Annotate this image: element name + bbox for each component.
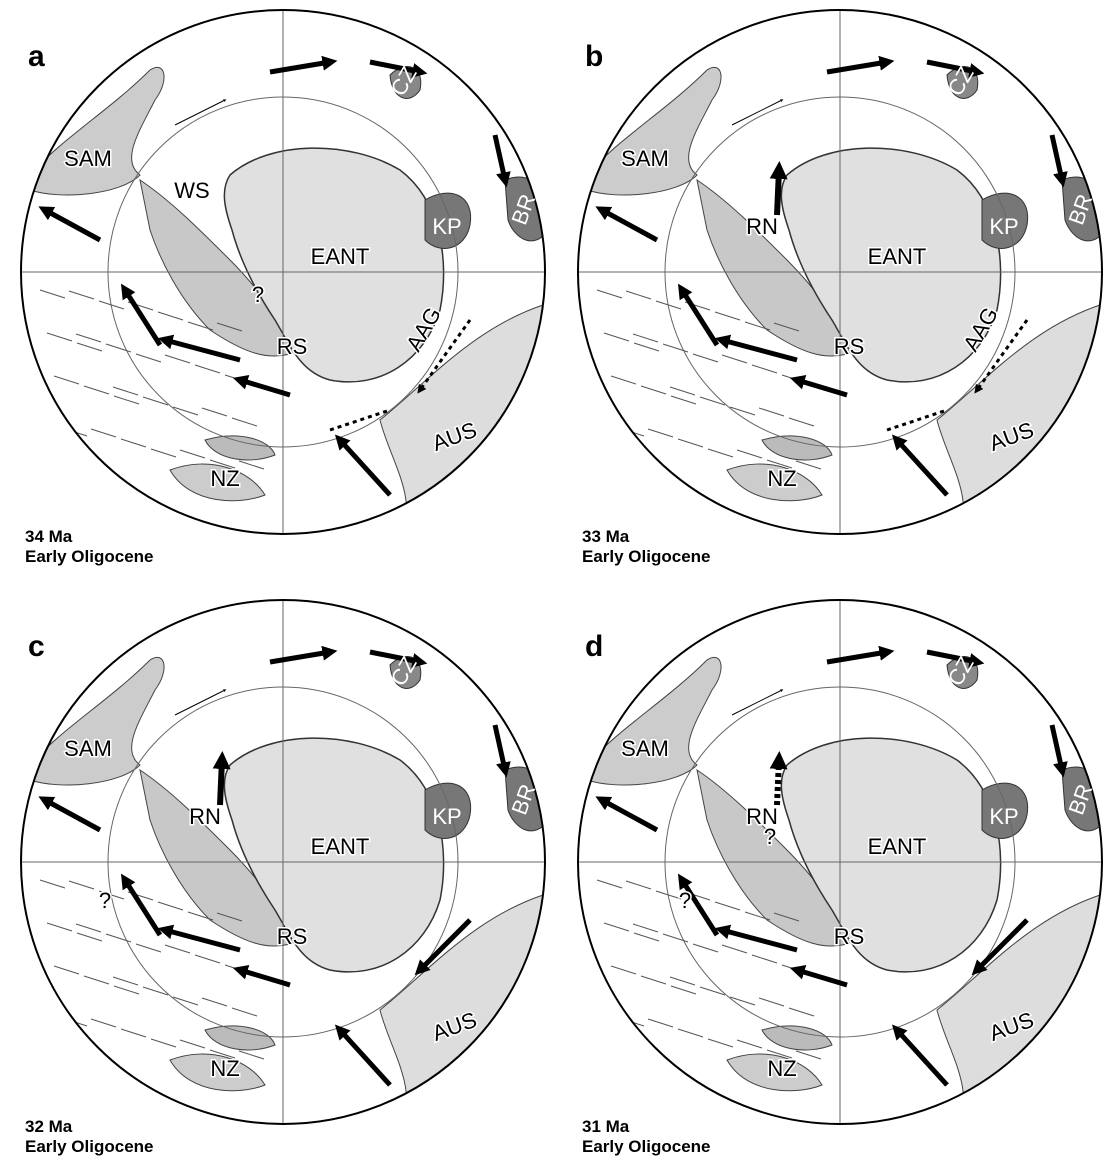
- map-label: NZ: [767, 1056, 796, 1081]
- map-label: WS: [174, 178, 209, 203]
- panel-epoch: Early Oligocene: [25, 1137, 154, 1156]
- panel-age: 31 Ma: [582, 1117, 630, 1136]
- panel-letter: c: [28, 630, 45, 663]
- map-label: EANT: [311, 834, 370, 859]
- map-label: RS: [834, 334, 865, 359]
- panel-epoch: Early Oligocene: [582, 547, 711, 566]
- map-label: SAM: [621, 146, 669, 171]
- map-label: EANT: [311, 244, 370, 269]
- map-label: ?: [99, 888, 111, 913]
- panel-letter: b: [585, 40, 603, 73]
- map-label: NZ: [210, 1056, 239, 1081]
- map-panel: b33 MaEarly OligoceneSAMRNEANTRSAAGAUSNZ…: [578, 10, 1114, 566]
- current-arrow: [777, 170, 779, 215]
- map-label: ?: [679, 888, 691, 913]
- panel-age: 32 Ma: [25, 1117, 73, 1136]
- map-label: KP: [989, 804, 1018, 829]
- map-label: NZ: [210, 466, 239, 491]
- panel-letter: a: [28, 40, 45, 73]
- panel-age: 33 Ma: [582, 527, 630, 546]
- map-label: SAM: [621, 736, 669, 761]
- map-label: ?: [252, 282, 264, 307]
- map-label: RN: [746, 804, 778, 829]
- map-label: KP: [432, 214, 461, 239]
- current-arrow: [220, 760, 222, 805]
- map-label: SAM: [64, 146, 112, 171]
- map-label: SAM: [64, 736, 112, 761]
- map-label: RS: [277, 924, 308, 949]
- map-label: RS: [834, 924, 865, 949]
- map-label: RN: [746, 214, 778, 239]
- map-label: KP: [432, 804, 461, 829]
- map-label: KP: [989, 214, 1018, 239]
- map-label: RN: [189, 804, 221, 829]
- panel-letter: d: [585, 630, 603, 663]
- figure: a34 MaEarly OligoceneSAMWS?EANTRSAAGAUSN…: [0, 0, 1114, 1162]
- map-label: EANT: [868, 834, 927, 859]
- panel-age: 34 Ma: [25, 527, 73, 546]
- panel-epoch: Early Oligocene: [582, 1137, 711, 1156]
- map-label: EANT: [868, 244, 927, 269]
- map-label: NZ: [767, 466, 796, 491]
- map-label: RS: [277, 334, 308, 359]
- panel-epoch: Early Oligocene: [25, 547, 154, 566]
- map-panel: a34 MaEarly OligoceneSAMWS?EANTRSAAGAUSN…: [21, 10, 560, 566]
